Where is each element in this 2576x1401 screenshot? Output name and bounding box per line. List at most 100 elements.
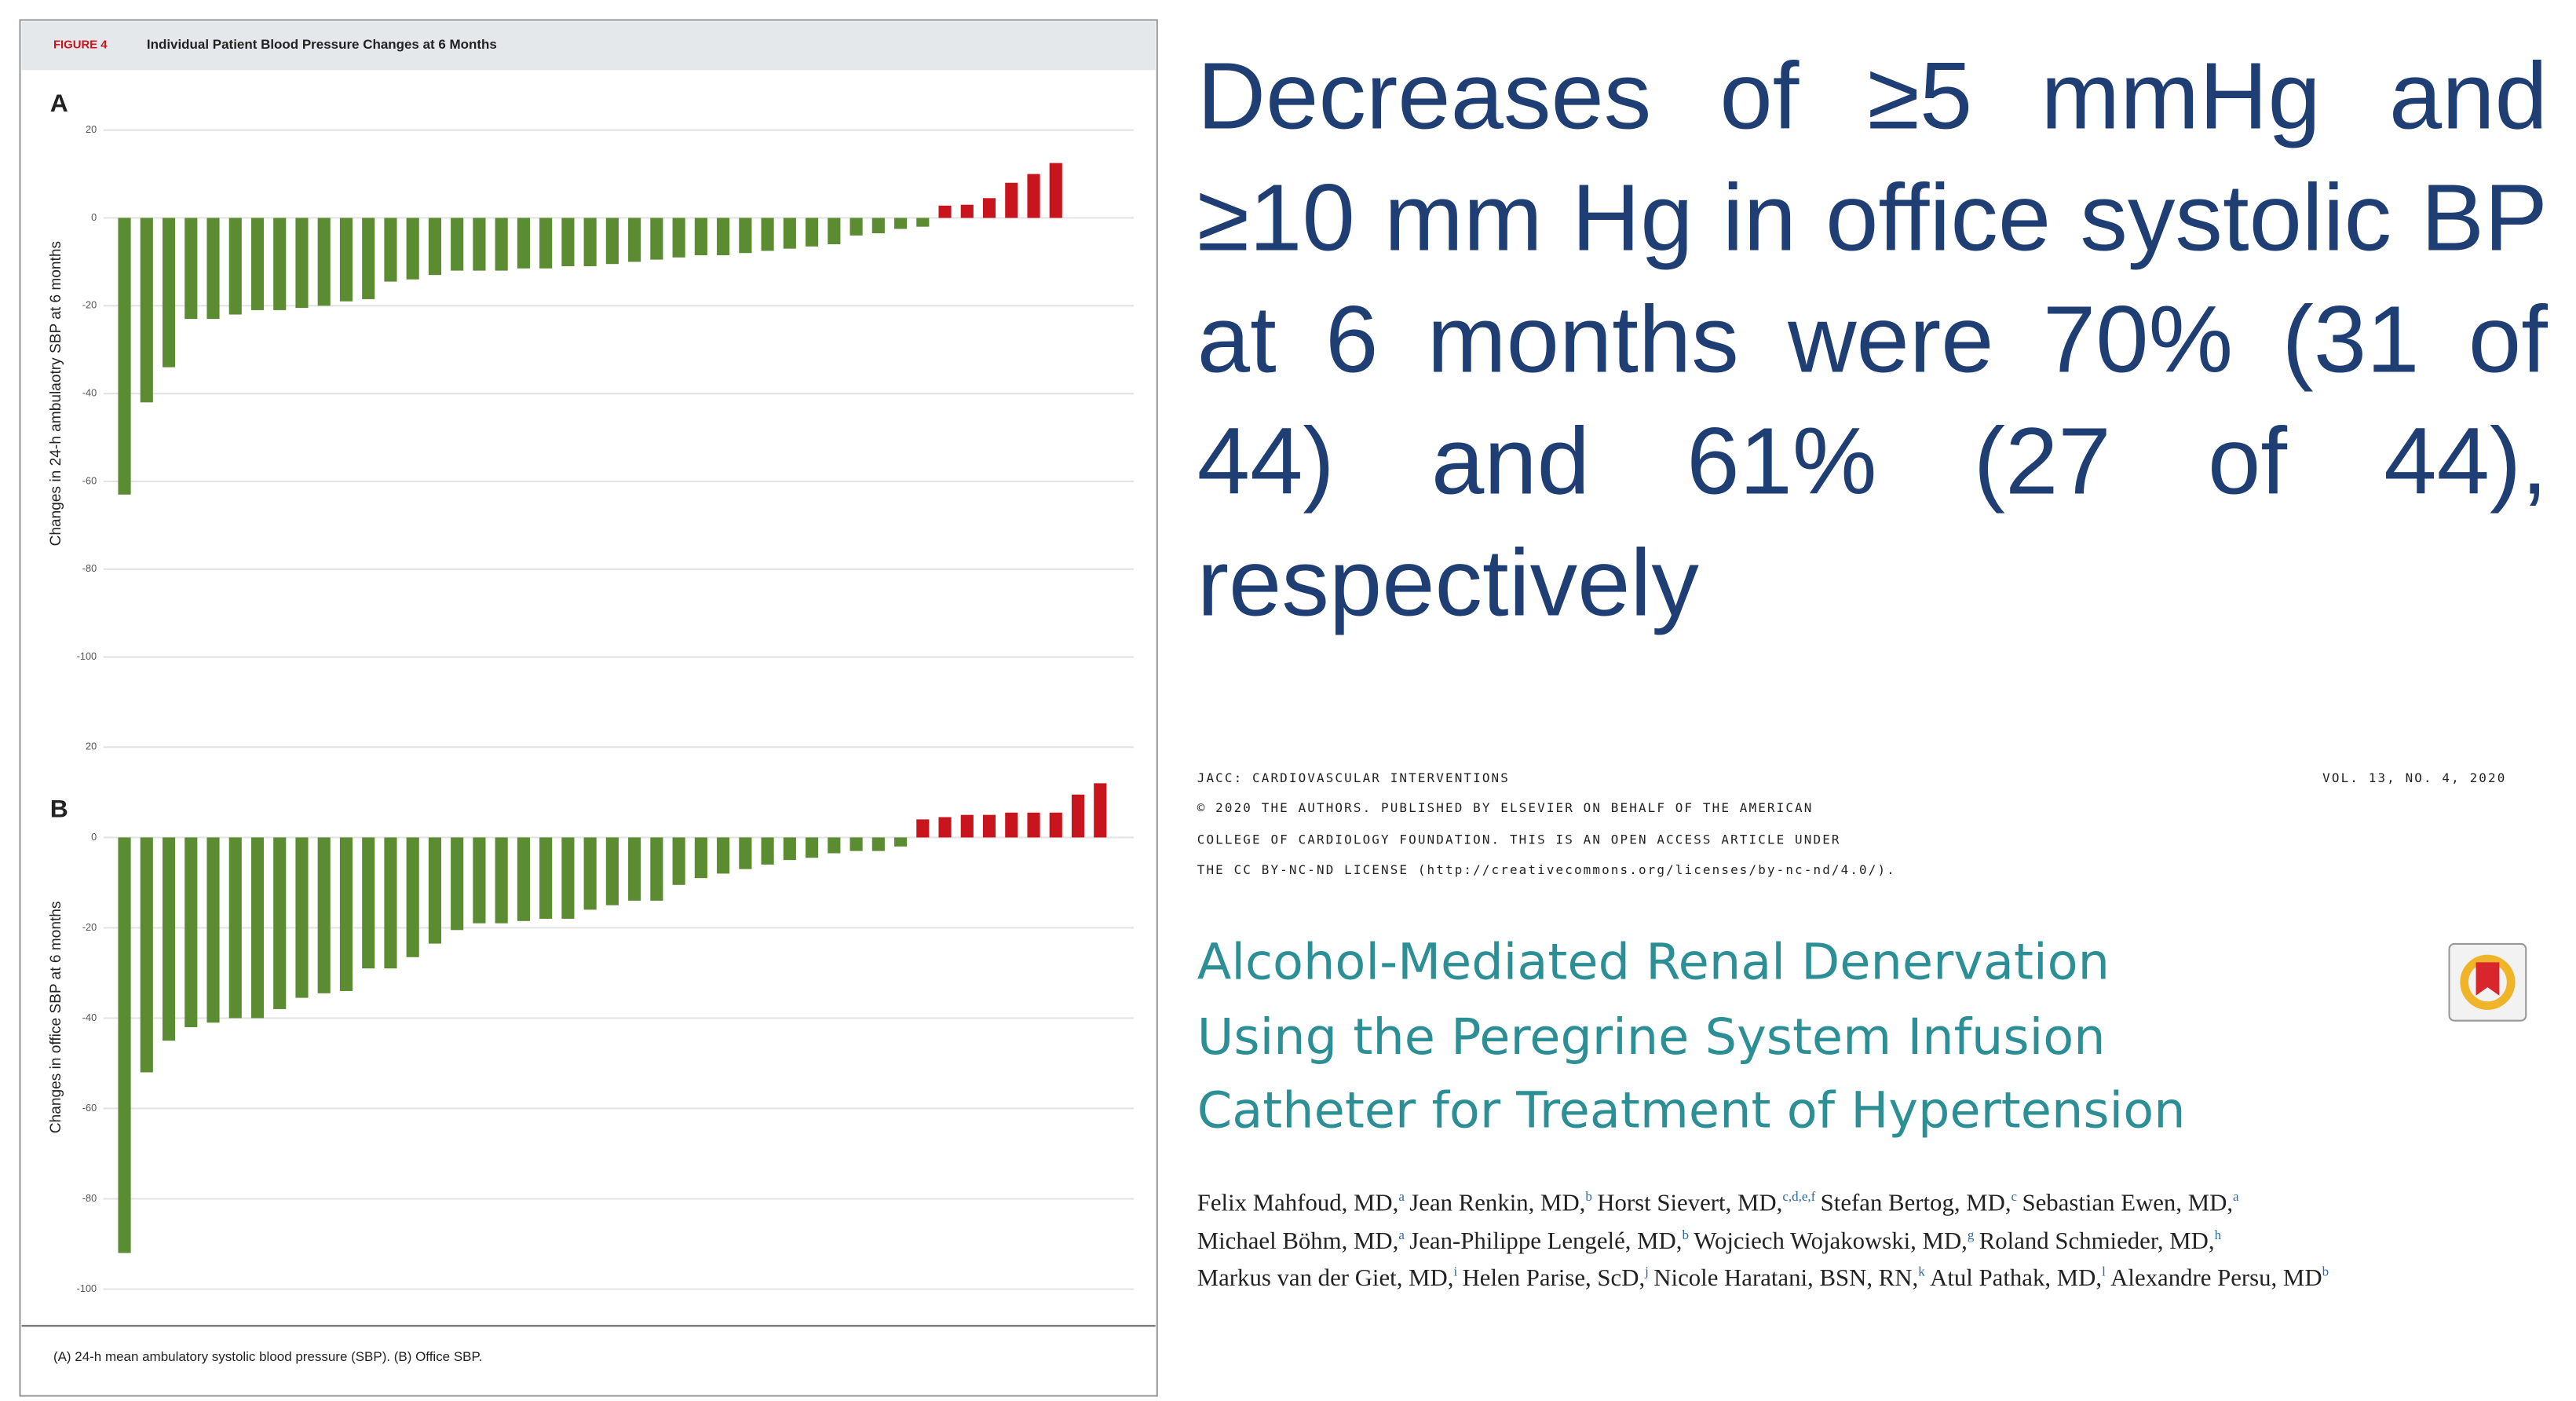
bar <box>982 814 996 838</box>
license-line: THE CC BY-NC-ND LICENSE (http://creative… <box>1197 861 1896 878</box>
crossmark-button[interactable] <box>2447 942 2527 1022</box>
author-line: Felix Mahfoud, MD,a Jean Renkin, MD,b Hors… <box>1197 1189 2244 1219</box>
bar <box>650 218 663 260</box>
author-name: Alexandre Persu, MD <box>2110 1265 2322 1293</box>
figure-label: FIGURE 4 <box>53 38 108 51</box>
bar <box>1005 812 1018 838</box>
bar <box>140 837 153 1073</box>
author-affiliation: g <box>1967 1226 1975 1242</box>
bar <box>650 837 663 901</box>
bar <box>295 218 309 309</box>
bar <box>893 218 908 229</box>
bar <box>1027 174 1040 218</box>
license-line: © 2020 THE AUTHORS. PUBLISHED BY ELSEVIE… <box>1197 800 1814 816</box>
author-affiliation: h <box>2214 1226 2222 1242</box>
author-name: Jean Renkin, MD, <box>1409 1190 1586 1217</box>
bar <box>451 218 464 271</box>
author-affiliation: a <box>2233 1189 2239 1205</box>
bar <box>228 218 242 315</box>
author-name: Horst Sievert, MD, <box>1597 1190 1783 1217</box>
author-affiliation: c,d,e,f <box>1782 1189 1816 1205</box>
author-name: Markus van der Giet, MD, <box>1197 1265 1454 1293</box>
bar <box>1027 812 1040 838</box>
author-name: Roland Schmieder, MD, <box>1979 1227 2215 1255</box>
bar <box>185 837 198 1027</box>
author-name: Atul Pathak, MD, <box>1930 1265 2103 1293</box>
bar <box>539 218 553 269</box>
author-affiliation: j <box>1645 1264 1649 1279</box>
y-tick-label: -40 <box>82 1011 97 1023</box>
bar <box>850 837 863 851</box>
volume: VOL. 13, NO. 4, 2020 <box>2322 770 2507 786</box>
bar <box>583 837 597 910</box>
license-line: COLLEGE OF CARDIOLOGY FOUNDATION. THIS I… <box>1197 831 1841 847</box>
bar <box>473 218 486 271</box>
author-line: Markus van der Giet, MD,i Helen Parise, S… <box>1197 1264 2334 1294</box>
figure-title: Individual Patient Blood Pressure Change… <box>147 37 497 52</box>
bar <box>717 837 730 874</box>
y-tick-label: -80 <box>82 1192 97 1204</box>
bar <box>317 837 331 993</box>
bar <box>806 218 819 247</box>
bar <box>828 218 841 245</box>
bar <box>185 218 198 320</box>
bar <box>605 218 619 265</box>
author-name: Felix Mahfoud, MD, <box>1197 1190 1399 1217</box>
y-axis-label: Changes in 24-h ambulaotry SBP at 6 mont… <box>48 241 64 546</box>
author-name: Stefan Bertog, MD, <box>1820 1190 2011 1217</box>
author-affiliation: b <box>2322 1264 2329 1279</box>
author-affiliation: k <box>1918 1264 1925 1279</box>
bar <box>605 837 619 905</box>
author-affiliation: a <box>1398 1226 1405 1242</box>
y-tick-label: 20 <box>86 741 97 752</box>
bar <box>295 837 309 998</box>
figure: FIGURE 4 Individual Patient Blood Pressu… <box>19 19 1158 1397</box>
journal: JACC: CARDIOVASCULAR INTERVENTIONS <box>1197 770 1510 786</box>
bar <box>384 837 397 969</box>
bar <box>783 218 796 249</box>
panel-label: B <box>50 794 68 822</box>
bar <box>1005 182 1018 218</box>
y-tick-label: -20 <box>82 921 97 933</box>
bar <box>628 218 641 262</box>
author-affiliation: i <box>1453 1264 1458 1279</box>
bar <box>339 837 353 991</box>
bar <box>339 218 353 302</box>
figure-header <box>21 21 1156 71</box>
bar <box>739 837 752 869</box>
bar <box>893 837 908 847</box>
bar <box>384 218 397 282</box>
bar <box>694 837 707 879</box>
bar <box>517 837 530 921</box>
bar <box>428 218 442 276</box>
y-tick-label: 20 <box>86 123 97 135</box>
bar <box>1071 794 1085 838</box>
bar <box>250 218 265 310</box>
y-tick-label: -80 <box>82 562 97 574</box>
bar <box>118 218 131 495</box>
bar <box>672 837 685 885</box>
author-name: Nicole Haratani, BSN, RN, <box>1653 1265 1919 1293</box>
bar <box>473 837 486 924</box>
author-name: Jean-Philippe Lengelé, MD, <box>1409 1227 1683 1255</box>
bar <box>250 837 265 1019</box>
bar <box>140 218 153 403</box>
title-line: Catheter for Treatment of Hypertension <box>1197 1082 2186 1141</box>
slide-text: Decreases of ≥5 mmHg and ≥10 mm Hg in of… <box>1197 43 2548 638</box>
bar <box>206 218 220 320</box>
bar <box>517 218 530 269</box>
bar <box>783 837 796 861</box>
bar <box>739 218 752 254</box>
y-tick-label: 0 <box>91 211 97 223</box>
bar <box>362 837 375 969</box>
y-tick-label: -40 <box>82 387 97 399</box>
author-name: Helen Parise, ScD, <box>1462 1265 1646 1293</box>
bar <box>583 218 597 266</box>
title-line: Alcohol-Mediated Renal Denervation <box>1197 934 2110 993</box>
bar <box>960 814 974 838</box>
bar <box>982 198 996 218</box>
bar <box>761 837 774 865</box>
bar <box>428 837 442 944</box>
